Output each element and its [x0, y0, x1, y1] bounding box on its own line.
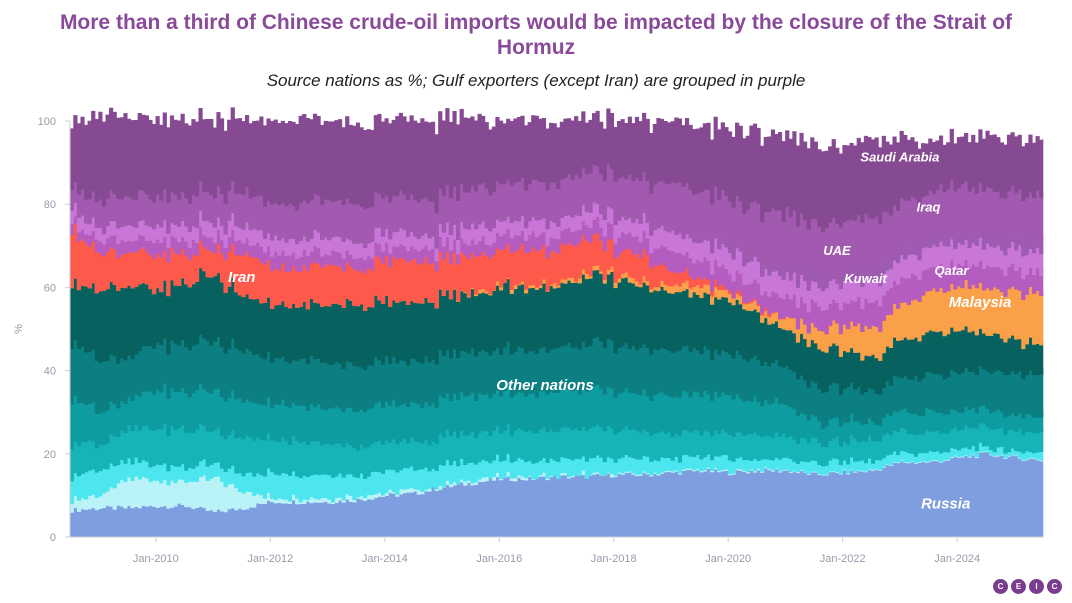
- y-tick-label: 0: [50, 532, 56, 544]
- y-tick-label: 60: [44, 282, 56, 294]
- x-tick-label: Jan-2014: [362, 553, 408, 565]
- y-tick-label: 40: [44, 366, 56, 378]
- logo-letter: C: [993, 579, 1008, 594]
- series-label-russia: Russia: [921, 496, 970, 513]
- x-tick-label: Jan-2020: [705, 553, 751, 565]
- area-saudi-arabia: [69, 107, 1044, 233]
- series-label-qatar: Qatar: [934, 263, 969, 278]
- y-axis-label: %: [13, 324, 25, 334]
- x-tick-label: Jan-2016: [476, 553, 522, 565]
- series-label-saudi-arabia: Saudi Arabia: [860, 149, 939, 164]
- area-layers: [69, 107, 1044, 538]
- series-labels: Saudi Arabia Iraq UAE Kuwait Qatar Malaysia Ir…: [228, 149, 1011, 512]
- series-label-malaysia: Malaysia: [949, 294, 1012, 311]
- series-label-iraq: Iraq: [917, 199, 941, 214]
- chart-title: More than a third of Chinese crude-oil i…: [59, 11, 1013, 59]
- grid-lines: [65, 120, 70, 538]
- logo-letter: C: [1047, 579, 1062, 594]
- series-label-other-nations: Other nations: [496, 377, 594, 394]
- x-tick-label: Jan-2012: [247, 553, 293, 565]
- logo-letter: I: [1029, 579, 1044, 594]
- x-tick-label: Jan-2010: [133, 553, 179, 565]
- series-label-iran: Iran: [228, 269, 256, 286]
- x-tick-label: Jan-2022: [820, 553, 866, 565]
- y-tick-label: 20: [44, 449, 56, 461]
- axes: 0 20 40 60 80 100% Jan-2010 Jan-2012 Jan-2014 Jan…: [13, 116, 1043, 565]
- ceic-logo: C E I C: [993, 579, 1062, 594]
- series-label-uae: UAE: [823, 243, 851, 258]
- x-tick-label: Jan-2024: [934, 553, 980, 565]
- logo-letter: E: [1011, 579, 1026, 594]
- y-tick-label: 100: [38, 116, 56, 128]
- series-label-kuwait: Kuwait: [844, 271, 887, 286]
- x-tick-label: Jan-2018: [591, 553, 637, 565]
- chart-subtitle: Source nations as %; Gulf exporters (exc…: [266, 71, 806, 90]
- y-tick-label: 80: [44, 199, 56, 211]
